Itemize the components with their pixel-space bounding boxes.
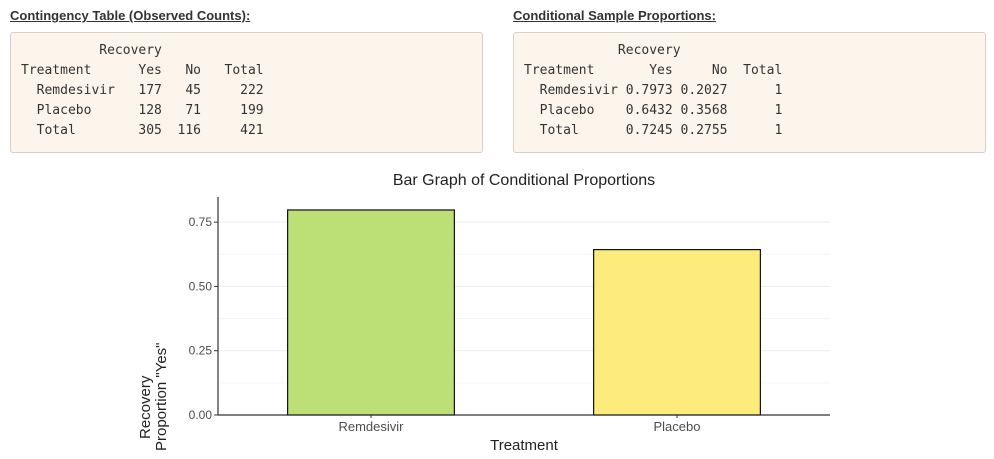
bar: [287, 209, 455, 416]
y-axis-label: Recovery Proportion "Yes": [137, 343, 170, 452]
y-axis-label-line-2: Proportion "Yes": [153, 343, 170, 452]
contingency-table-text: Recovery Treatment Yes No Total Remdesivi…: [21, 41, 472, 141]
proportions-table: Recovery Treatment Yes No Total Remdesivi…: [513, 32, 986, 153]
y-tick-label: 0.00: [189, 408, 213, 422]
table-line: Treatment Yes No Total: [524, 63, 783, 78]
y-axis-label-line-1: Recovery: [137, 375, 154, 439]
contingency-table-title: Contingency Table (Observed Counts):: [10, 8, 251, 23]
bar: [593, 249, 761, 416]
x-axis-label: Treatment: [490, 437, 559, 454]
chart-title: Bar Graph of Conditional Proportions: [393, 172, 655, 189]
y-tick-label: 0.25: [189, 344, 213, 358]
table-line: Treatment Yes No Total: [21, 63, 264, 78]
table-line: Placebo 0.6432 0.3568 1: [524, 103, 783, 118]
proportions-table-text: Recovery Treatment Yes No Total Remdesivi…: [524, 41, 975, 141]
bar-chart: Bar Graph of Conditional Proportions Tre…: [137, 172, 830, 454]
table-line: Placebo 128 71 199: [21, 103, 264, 118]
contingency-table: Recovery Treatment Yes No Total Remdesivi…: [10, 32, 483, 153]
table-line: Recovery: [524, 43, 681, 58]
table-line: Recovery: [21, 43, 162, 58]
table-line: Remdesivir 0.7973 0.2027 1: [524, 83, 783, 98]
proportions-table-title: Conditional Sample Proportions:: [513, 8, 716, 23]
table-line: Total 0.7245 0.2755 1: [524, 123, 783, 138]
table-line: Remdesivir 177 45 222: [21, 83, 264, 98]
y-tick-label: 0.75: [189, 215, 213, 229]
table-line: Total 305 116 421: [21, 123, 264, 138]
x-tick-label: Placebo: [654, 419, 701, 434]
x-tick-label: Remdesivir: [338, 419, 404, 434]
y-tick-label: 0.50: [189, 279, 213, 293]
